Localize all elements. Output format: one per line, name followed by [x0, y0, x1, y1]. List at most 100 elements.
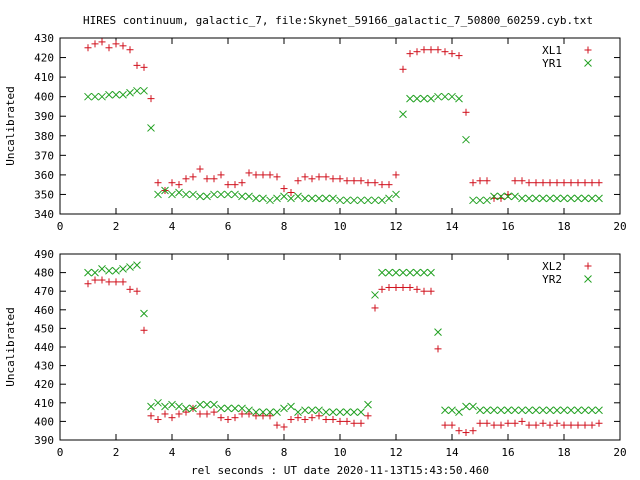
data-point — [287, 188, 295, 196]
panel-1: 0 2 4 6 8 10 12 14 16 18 20 340 350 360 370 380 390 400 41… — [4, 32, 627, 233]
data-point — [329, 175, 337, 183]
data-point — [119, 278, 127, 286]
legend-marker — [584, 262, 592, 270]
data-point — [168, 179, 176, 187]
data-point — [140, 86, 148, 95]
data-point — [91, 92, 99, 101]
data-point — [476, 177, 484, 185]
x-tick-label: 20 — [613, 220, 626, 233]
data-point — [154, 190, 162, 199]
data-point — [224, 404, 232, 413]
data-point — [294, 177, 302, 185]
data-point — [497, 421, 505, 429]
data-point — [147, 412, 155, 420]
x-tick-label: 16 — [501, 446, 514, 459]
data-point — [315, 406, 323, 415]
x-tick-label: 12 — [389, 446, 402, 459]
y-tick-label: 380 — [34, 130, 54, 143]
y-tick-label: 430 — [34, 360, 54, 373]
data-point — [196, 400, 204, 409]
data-point — [280, 404, 288, 413]
data-point — [427, 46, 435, 54]
data-point — [336, 196, 344, 205]
y-tick-label: 490 — [34, 248, 54, 261]
data-point — [210, 190, 218, 199]
data-point — [140, 63, 148, 71]
data-point — [133, 287, 141, 295]
data-point — [112, 278, 120, 286]
data-point — [140, 309, 148, 318]
data-point — [175, 410, 183, 418]
data-point — [539, 406, 547, 415]
data-point — [322, 408, 330, 416]
data-point — [91, 268, 99, 277]
legend-marker — [584, 46, 592, 54]
data-point — [371, 179, 379, 187]
data-point — [378, 181, 386, 189]
x-tick-label: 0 — [57, 220, 64, 233]
data-point — [560, 421, 568, 429]
data-point — [98, 38, 106, 46]
y-tick-label: 370 — [34, 149, 54, 162]
data-point — [196, 410, 204, 418]
data-point — [133, 261, 141, 270]
y-tick-label: 420 — [34, 52, 54, 65]
data-point — [357, 177, 365, 185]
x-tick-label: 8 — [281, 446, 288, 459]
x-tick-label: 18 — [557, 220, 570, 233]
data-point — [203, 192, 211, 201]
y-tick-label: 360 — [34, 169, 54, 182]
data-point — [273, 173, 281, 181]
y-tick-label: 430 — [34, 32, 54, 45]
data-point — [329, 408, 337, 416]
data-point — [504, 419, 512, 427]
data-point — [588, 406, 596, 415]
data-point — [252, 171, 260, 179]
data-point — [532, 421, 540, 429]
data-point — [469, 427, 477, 435]
data-point — [294, 414, 302, 422]
data-point — [287, 194, 295, 203]
x-tick-label: 4 — [169, 220, 176, 233]
data-point — [175, 402, 183, 411]
data-point — [413, 285, 421, 293]
data-point — [210, 408, 218, 416]
data-point — [357, 419, 365, 427]
data-point — [343, 408, 351, 416]
data-point — [308, 175, 316, 183]
data-point — [525, 194, 533, 203]
data-point — [455, 427, 463, 435]
data-point — [175, 181, 183, 189]
x-tick-label: 8 — [281, 220, 288, 233]
data-point — [112, 90, 120, 99]
data-point — [518, 406, 526, 415]
data-point — [84, 280, 92, 288]
data-point — [287, 402, 295, 411]
series-YR2 — [84, 261, 603, 416]
data-point — [231, 414, 239, 422]
legend-label: XL1 — [542, 44, 562, 57]
data-point — [420, 94, 428, 103]
data-point — [455, 408, 463, 416]
data-point — [364, 179, 372, 187]
data-point — [91, 276, 99, 284]
data-point — [189, 190, 197, 199]
data-point — [301, 173, 309, 181]
data-point — [476, 196, 484, 205]
data-point — [245, 410, 253, 418]
data-point — [154, 416, 162, 424]
data-point — [427, 94, 435, 103]
data-point — [539, 179, 547, 187]
data-point — [518, 417, 526, 425]
data-point — [224, 181, 232, 189]
data-point — [217, 414, 225, 422]
data-point — [308, 414, 316, 422]
data-point — [308, 194, 316, 203]
data-point — [329, 194, 337, 203]
data-point — [595, 194, 603, 203]
data-point — [266, 171, 274, 179]
data-point — [504, 406, 512, 415]
data-point — [392, 190, 400, 199]
data-point — [238, 192, 246, 201]
data-point — [441, 406, 449, 415]
